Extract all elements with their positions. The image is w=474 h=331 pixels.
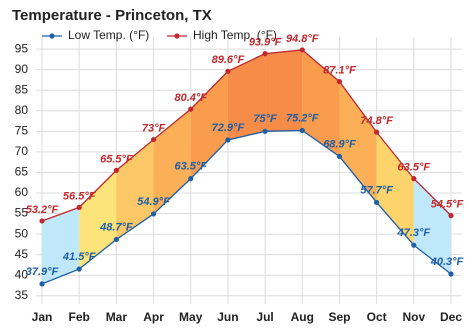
range-band — [265, 49, 303, 132]
range-band — [227, 53, 266, 140]
data-point — [39, 218, 45, 224]
data-label: 68.9°F — [323, 138, 356, 150]
data-label: 54.9°F — [137, 196, 170, 208]
x-tick-label: Dec — [440, 310, 462, 324]
data-point — [225, 68, 231, 74]
y-tick-label: 60 — [15, 185, 29, 199]
y-tick-label: 65 — [15, 165, 29, 179]
data-point — [448, 271, 454, 277]
chart-title: Temperature - Princeton, TX — [12, 7, 212, 24]
y-tick-label: 75 — [15, 124, 29, 138]
data-label: 65.5°F — [100, 153, 133, 165]
data-label: 37.9°F — [26, 266, 59, 278]
range-band — [79, 170, 117, 270]
data-point — [299, 127, 305, 134]
y-tick-label: 35 — [15, 288, 29, 302]
data-point — [225, 137, 231, 143]
data-label: 48.7°F — [99, 221, 133, 233]
range-band — [153, 109, 191, 214]
data-label: 54.5°F — [431, 199, 464, 211]
data-label: 63.5°F — [174, 161, 207, 173]
data-point — [188, 106, 194, 112]
data-point — [411, 242, 417, 248]
data-label: 72.9°F — [212, 122, 245, 134]
data-point — [188, 176, 194, 182]
data-label: 53.2°F — [26, 204, 59, 216]
x-tick-label: Feb — [69, 310, 90, 324]
data-label: 87.1°F — [323, 64, 356, 76]
y-tick-label: 40 — [15, 267, 29, 281]
data-label: 40.3°F — [430, 256, 464, 268]
data-label: 94.8°F — [286, 33, 319, 45]
range-band — [116, 139, 154, 240]
data-label: 47.3°F — [397, 227, 431, 239]
data-label: 80.4°F — [174, 92, 207, 104]
range-band — [42, 207, 80, 284]
data-point — [299, 47, 305, 53]
data-point — [76, 266, 82, 272]
data-point — [336, 153, 343, 160]
x-tick-label: Jun — [217, 310, 238, 324]
x-tick-label: Mar — [106, 310, 128, 324]
data-point — [113, 167, 119, 173]
data-label: 73°F — [142, 122, 166, 134]
range-band — [339, 81, 377, 203]
x-tick-label: Nov — [402, 310, 425, 324]
data-label: 57.7°F — [360, 184, 393, 196]
data-label: 56.5°F — [63, 190, 96, 202]
y-tick-label: 50 — [15, 226, 29, 240]
range-band — [413, 178, 451, 274]
data-label: 75°F — [253, 113, 277, 125]
y-tick-label: 70 — [15, 144, 29, 158]
y-tick-label: 95 — [15, 41, 29, 55]
y-tick-label: 55 — [15, 206, 29, 220]
y-tick-label: 80 — [15, 103, 29, 117]
data-label: 93.9°F — [249, 37, 282, 49]
data-point — [262, 51, 268, 57]
x-tick-label: Jul — [256, 310, 273, 324]
data-label: 74.8°F — [360, 115, 393, 127]
y-tick-label: 85 — [15, 82, 29, 96]
data-point — [411, 176, 417, 182]
data-point — [374, 199, 380, 206]
x-tick-label: Aug — [291, 310, 314, 324]
x-tick-label: May — [179, 310, 203, 324]
y-tick-label: 90 — [15, 62, 29, 76]
data-point — [448, 213, 454, 219]
data-label: 75.2°F — [286, 112, 319, 124]
series-line — [41, 49, 452, 222]
data-label: 41.5°F — [62, 251, 96, 263]
series-line — [41, 129, 452, 285]
data-point — [39, 281, 45, 287]
range-band — [302, 49, 340, 157]
data-point — [374, 129, 380, 135]
x-tick-label: Apr — [143, 310, 164, 324]
y-tick-label: 45 — [15, 247, 29, 261]
x-tick-label: Sep — [328, 310, 350, 324]
data-point — [150, 136, 157, 143]
range-band — [190, 71, 228, 179]
legend-label: Low Temp. (°F) — [68, 28, 149, 42]
data-point — [113, 236, 119, 243]
data-point — [76, 204, 82, 210]
x-tick-label: Oct — [367, 310, 387, 324]
data-point — [150, 211, 157, 217]
data-point — [336, 78, 343, 85]
x-tick-label: Jan — [32, 310, 53, 324]
data-label: 63.5°F — [398, 162, 431, 174]
legend-label: High Temp. (°F) — [193, 28, 277, 42]
data-label: 89.6°F — [212, 54, 245, 66]
legend-marker — [49, 33, 55, 39]
data-point — [262, 128, 268, 134]
range-band — [376, 132, 414, 246]
legend-marker — [174, 33, 180, 39]
